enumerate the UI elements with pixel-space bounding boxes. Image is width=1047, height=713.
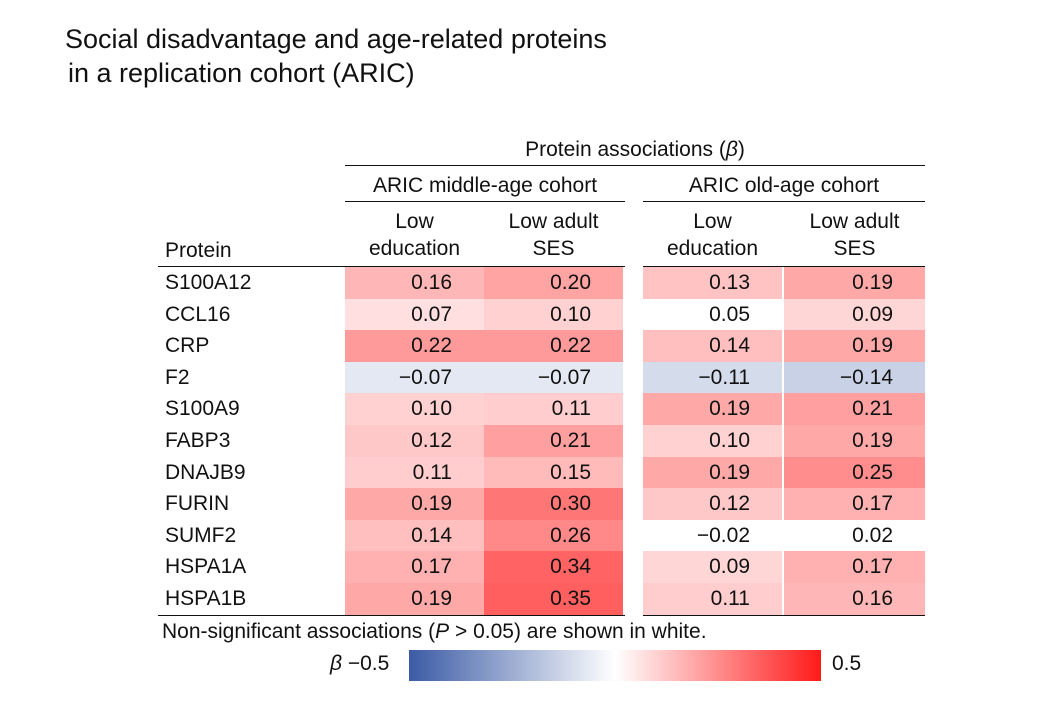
heatmap-cell: 0.14	[643, 330, 782, 362]
heatmap-cell: 0.21	[784, 393, 925, 425]
heatmap-cell: −0.07	[345, 361, 484, 394]
footnote: Non-significant associations (P > 0.05) …	[162, 620, 707, 643]
heatmap-cell: 0.17	[784, 551, 925, 583]
heatmap-cell: 0.25	[784, 456, 925, 489]
heatmap-cell: 0.20	[484, 267, 623, 299]
header-rule-middle	[345, 201, 625, 202]
heatmap-cell: 0.10	[484, 298, 623, 331]
heatmap-cell: 0.22	[345, 330, 484, 362]
table-rule-left-top	[158, 266, 625, 267]
header-rule-top	[345, 165, 925, 166]
beta-symbol: β	[725, 138, 738, 161]
heatmap-cell: 0.05	[643, 298, 782, 331]
heatmap-cell: 0.07	[345, 298, 484, 331]
heatmap-cell: 0.14	[345, 519, 484, 552]
heatmap-cell: 0.10	[643, 425, 782, 457]
heatmap-cell: 0.30	[484, 488, 623, 520]
row-label: HSPA1A	[165, 555, 247, 579]
row-label: HSPA1B	[165, 587, 247, 610]
col-header-old-low-ses: Low adult SES	[809, 210, 900, 260]
heatmap-cell: 0.09	[643, 551, 782, 583]
heatmap-cell: 0.02	[784, 519, 925, 552]
row-label: SUMF2	[165, 523, 237, 547]
heatmap-cell: 0.11	[643, 583, 782, 615]
row-label: S100A12	[165, 271, 252, 294]
row-label: FURIN	[165, 492, 230, 516]
table-rule-left-bottom	[158, 615, 625, 616]
colorbar-max-label: 0.5	[832, 652, 862, 675]
row-header-protein: Protein	[165, 239, 232, 262]
row-label: S100A9	[165, 397, 240, 421]
heatmap-cell: 0.11	[345, 456, 484, 489]
heatmap-cell: 0.12	[345, 425, 484, 457]
col-header-old-low-education: Low education	[666, 210, 759, 260]
header-middle-age-cohort: ARIC middle-age cohort	[372, 174, 598, 197]
heatmap-cell: 0.19	[643, 456, 782, 489]
row-label: DNAJB9	[165, 460, 246, 484]
row-label: CCL16	[165, 302, 231, 326]
heatmap-cell: 0.34	[484, 551, 623, 583]
heatmap-cell: 0.19	[345, 583, 484, 615]
header-protein-associations: Protein associations (β)	[525, 138, 745, 161]
heatmap-cell: 0.16	[784, 583, 925, 615]
title-line-2: in a replication cohort (ARIC)	[68, 58, 415, 88]
heatmap-cell: 0.09	[784, 298, 925, 331]
header-rule-old	[643, 201, 925, 202]
col-header-middle-low-education: Low education	[368, 210, 461, 260]
heatmap-cell: 0.11	[484, 393, 623, 425]
heatmap-cell: 0.17	[345, 551, 484, 583]
heatmap-cell: −0.11	[643, 361, 782, 394]
colorbar	[409, 650, 821, 681]
header-old-age-cohort: ARIC old-age cohort	[688, 174, 880, 197]
heatmap-cell: 0.19	[784, 425, 925, 457]
heatmap-cell: −0.14	[784, 361, 925, 394]
heatmap-cell: 0.19	[784, 267, 925, 299]
heatmap-cell: 0.19	[345, 488, 484, 520]
heatmap-cell: −0.02	[643, 519, 782, 552]
row-label: FABP3	[165, 429, 231, 452]
col-header-middle-low-ses: Low adult SES	[508, 210, 599, 260]
colorbar-beta-symbol: β	[330, 652, 342, 675]
heatmap-cell: 0.22	[484, 330, 623, 362]
table-rule-right-bottom	[643, 615, 925, 616]
heatmap-cell: 0.10	[345, 393, 484, 425]
colorbar-gradient	[409, 650, 821, 681]
colorbar-min-label: β −0.5	[330, 652, 390, 675]
figure-title: Social disadvantage and age-related prot…	[65, 22, 607, 90]
heatmap-cell: −0.07	[484, 361, 623, 394]
heatmap-cell: 0.13	[643, 267, 782, 299]
title-line-1: Social disadvantage and age-related prot…	[65, 24, 607, 54]
heatmap-cell: 0.15	[484, 456, 623, 489]
heatmap-cell: 0.17	[784, 488, 925, 520]
heatmap-cell: 0.26	[484, 519, 623, 552]
row-label: CRP	[165, 334, 210, 358]
row-label: F2	[165, 365, 190, 389]
heatmap-cell: 0.35	[484, 583, 623, 615]
heatmap-cell: 0.19	[784, 330, 925, 362]
heatmap-cell: 0.16	[345, 267, 484, 299]
heatmap-cell: 0.19	[643, 393, 782, 425]
heatmap-cell: 0.21	[484, 425, 623, 457]
heatmap-cell: 0.12	[643, 488, 782, 520]
table-rule-right-top	[643, 266, 925, 267]
